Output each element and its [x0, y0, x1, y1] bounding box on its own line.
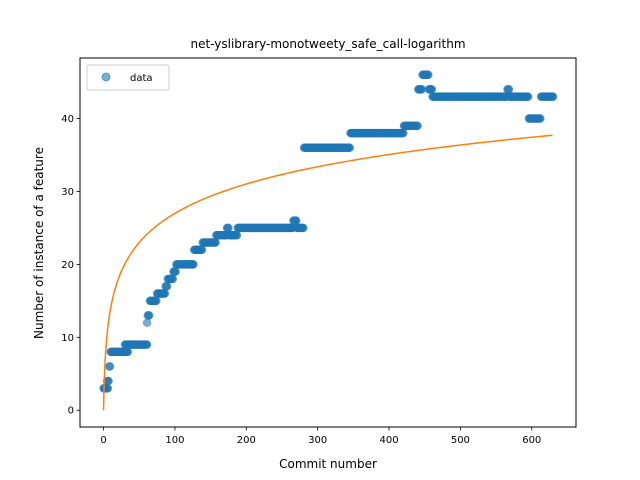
data-point: [197, 245, 207, 255]
data-point: [345, 143, 355, 152]
x-tick-label: 400: [379, 435, 398, 446]
y-axis-label: Number of instance of a feature: [32, 147, 46, 339]
y-tick-label: 20: [61, 260, 74, 271]
data-point: [160, 289, 170, 298]
x-axis-label: Commit number: [279, 457, 377, 471]
data-point: [417, 85, 427, 94]
data-point: [168, 274, 178, 284]
legend: data: [86, 64, 170, 91]
x-tick-label: 0: [100, 435, 106, 446]
x-tick-label: 500: [451, 435, 470, 446]
data-point: [104, 376, 113, 386]
data-point: [399, 128, 408, 138]
legend-label-data: data: [130, 73, 153, 84]
data-point: [162, 282, 172, 291]
fit-line: [102, 134, 553, 411]
data-point: [105, 362, 115, 371]
data-point: [413, 121, 422, 131]
data-point: [152, 296, 161, 306]
legend-box: [86, 64, 170, 91]
data-point: [123, 347, 133, 357]
data-point: [427, 85, 437, 94]
y-tick-label: 10: [61, 333, 74, 344]
data-point: [424, 70, 433, 80]
data-point: [504, 85, 514, 94]
data-point: [211, 238, 220, 247]
x-tick-label: 100: [165, 435, 184, 446]
data-point: [224, 223, 233, 233]
y-tick-label: 40: [61, 114, 74, 125]
data-point: [291, 216, 301, 225]
data-point: [536, 114, 545, 123]
data-point: [232, 230, 242, 240]
series-data: [99, 70, 558, 393]
data-point: [299, 223, 308, 233]
x-tick-label: 300: [308, 435, 327, 446]
axes-frame: [79, 57, 577, 428]
data-point: [103, 384, 113, 393]
plot-area: [99, 70, 558, 411]
data-point: [523, 92, 533, 101]
x-axis: 0 100 200 300 400 500 600: [100, 427, 541, 446]
data-point: [142, 340, 152, 349]
y-tick-label: 0: [68, 406, 74, 417]
data-point: [171, 267, 180, 276]
x-tick-label: 600: [522, 435, 541, 446]
data-point: [548, 92, 558, 101]
y-axis: 0 10 20 30 40: [61, 114, 80, 417]
y-tick-label: 30: [61, 187, 74, 198]
data-point: [189, 260, 198, 269]
legend-marker-data: [101, 72, 111, 82]
x-tick-label: 200: [237, 435, 256, 446]
data-point: [142, 318, 152, 327]
data-point: [144, 311, 154, 320]
chart-title: net-yslibrary-monotweety_safe_call-logar…: [190, 37, 465, 51]
